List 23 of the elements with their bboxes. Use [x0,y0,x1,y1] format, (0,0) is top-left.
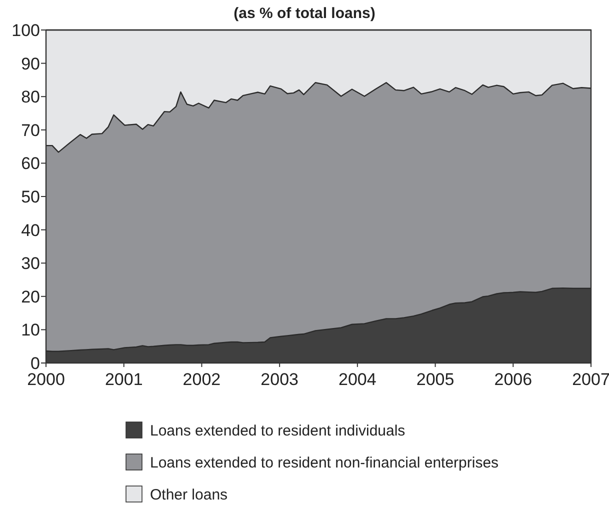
y-tick-label: 80 [21,88,40,107]
y-tick-label: 0 [30,354,40,373]
y-tick-label: 40 [21,220,40,240]
y-tick-label: 30 [21,254,40,274]
legend-label: Loans extended to resident individuals [150,422,406,440]
x-tick-label: 2000 [27,370,65,389]
legend-label: Loans extended to resident non-financial enterprises [150,454,499,472]
y-tick-label: 20 [21,287,40,306]
y-tick-label: 100 [12,20,40,40]
y-tick-label: 50 [21,187,40,206]
y-tick-label: 70 [21,120,40,140]
x-tick-label: 2006 [494,370,532,389]
x-tick-label: 2005 [416,370,454,389]
x-tick-label: 2001 [104,370,143,389]
y-tick-label: 60 [21,154,40,174]
x-tick-label: 2003 [260,370,298,389]
x-tick-label: 2004 [338,370,376,389]
x-tick-label: 2002 [182,370,221,389]
legend-label: Other loans [150,486,228,504]
y-tick-label: 90 [21,54,40,74]
chart-title: (as % of total loans) [234,5,376,22]
y-tick-label: 10 [21,320,40,340]
x-tick-label: 2007 [572,370,609,389]
